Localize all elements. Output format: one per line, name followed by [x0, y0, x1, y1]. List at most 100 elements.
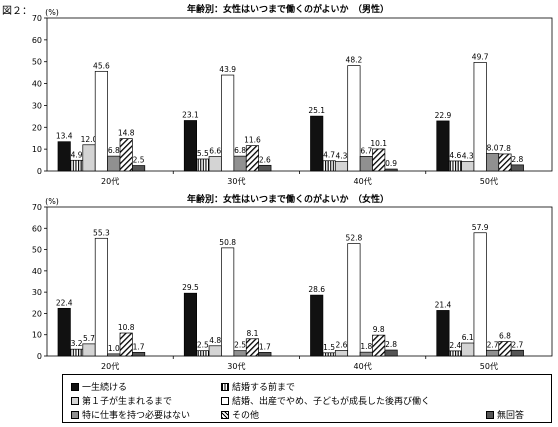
bar	[196, 350, 210, 357]
bar-value-label: 10.8	[118, 323, 135, 332]
bar	[132, 165, 146, 172]
bar	[334, 161, 349, 172]
bar-value-label: 8.1	[246, 329, 258, 338]
legend-swatch-dark-gray	[486, 410, 494, 419]
bar-value-label: 52.8	[346, 234, 363, 243]
bar	[245, 338, 259, 357]
legend-label: その他	[232, 411, 260, 421]
bar	[82, 343, 96, 357]
bar-value-label: 5.7	[83, 334, 95, 343]
bar-value-label: 1.7	[259, 342, 271, 351]
bar	[359, 156, 373, 172]
bar-value-label: 6.8	[108, 146, 120, 155]
bar-value-label: 48.2	[346, 56, 363, 65]
bar	[473, 232, 487, 357]
bar	[436, 120, 450, 172]
legend-swatch-vertical-lines	[221, 382, 229, 391]
x-category-label: 40代	[354, 176, 372, 186]
bar-value-label: 8.0	[487, 144, 499, 153]
bar	[258, 164, 272, 172]
bar-value-label: 23.1	[182, 111, 199, 120]
bar	[183, 120, 197, 172]
bar	[347, 243, 361, 357]
y-tick-label: 40	[32, 80, 42, 89]
chart-title: 年齢別：女性はいつまで働くのがよいか （男性）	[187, 3, 389, 15]
bar	[372, 334, 386, 357]
bar-value-label: 2.5	[234, 341, 246, 350]
bar	[384, 349, 398, 357]
bar	[436, 310, 450, 357]
bar	[372, 148, 386, 172]
bar	[94, 70, 108, 172]
y-tick-label: 60	[32, 36, 42, 45]
y-tick-label: 40	[32, 267, 42, 276]
bar-value-label: 6.7	[360, 146, 372, 155]
bar	[183, 292, 197, 357]
bar-value-label: 55.3	[93, 228, 110, 237]
bar	[196, 158, 210, 172]
y-tick-label: 10	[32, 145, 42, 154]
bar-value-label: 4.9	[71, 150, 83, 159]
legend-swatch-medium-gray	[71, 410, 79, 419]
bar-value-label: 4.6	[449, 151, 461, 160]
bar-value-label: 43.9	[219, 65, 236, 74]
bar-value-label: 1.8	[360, 342, 372, 351]
bar-value-label: 4.3	[336, 152, 348, 161]
bar-value-label: 5.5	[197, 149, 209, 158]
bar	[94, 237, 108, 357]
bar	[498, 153, 512, 172]
bar	[208, 345, 222, 357]
bar-value-label: 13.4	[56, 132, 73, 141]
bar-value-label: 45.6	[93, 61, 110, 70]
x-category-label: 30代	[227, 176, 245, 186]
y-tick-label: 70	[32, 14, 42, 23]
bar-value-label: 2.6	[336, 340, 348, 349]
y-tick-label: 30	[32, 288, 42, 297]
legend-swatch-solid-black	[71, 382, 79, 391]
bar-value-label: 25.1	[308, 106, 325, 115]
bar-value-label: 1.7	[133, 342, 145, 351]
bar-value-label: 2.5	[197, 341, 209, 350]
y-tick-label: 50	[32, 58, 42, 67]
legend-item-until-first-child: 第１子が生まれるまで	[71, 394, 172, 407]
legend-item-return-later: 結婚、出産でやめ、子どもが成長した後再び働く	[221, 394, 430, 407]
legend: 一生続ける 結婚する前まで 第１子が生まれるまで 結婚、出産でやめ、子どもが成長…	[62, 374, 552, 423]
bar-value-label: 6.1	[462, 333, 474, 342]
chart-title: 年齢別：女性はいつまで働くのがよいか （女性）	[187, 193, 389, 205]
x-category-label: 50代	[480, 176, 498, 186]
bar	[510, 164, 524, 172]
bar-value-label: 4.8	[209, 336, 221, 345]
bar-value-label: 1.0	[108, 344, 120, 353]
bar	[461, 342, 475, 357]
bar	[208, 156, 222, 172]
bar-value-label: 9.8	[373, 325, 385, 334]
legend-label: 無回答	[497, 411, 525, 421]
bar-value-label: 50.8	[219, 238, 236, 247]
bar-value-label: 11.6	[244, 136, 261, 145]
bar	[70, 348, 84, 357]
legend-swatch-diagonal-hatch	[221, 410, 229, 419]
y-tick-label: 20	[32, 123, 42, 132]
bar	[221, 247, 235, 357]
bar	[448, 160, 462, 172]
bar	[57, 307, 71, 357]
bar-value-label: 2.6	[259, 155, 271, 164]
legend-label: 結婚する前まで	[232, 383, 296, 393]
bar	[473, 62, 487, 172]
bar-value-label: 14.8	[118, 129, 135, 138]
bar-value-label: 7.8	[499, 144, 511, 153]
bar	[486, 153, 500, 172]
legend-item-lifelong: 一生続ける	[71, 380, 127, 393]
y-tick-label: 10	[32, 331, 42, 340]
bar-value-label: 22.9	[435, 111, 452, 120]
y-axis-unit-label: (%)	[45, 8, 59, 17]
bar	[384, 168, 398, 172]
bar-value-label: 6.6	[209, 147, 221, 156]
y-tick-label: 30	[32, 101, 42, 110]
bar	[461, 161, 475, 172]
bar-value-label: 4.7	[323, 151, 335, 160]
legend-label: 結婚、出産でやめ、子どもが成長した後再び働く	[232, 397, 431, 407]
bar-value-label: 2.8	[385, 340, 397, 349]
bar-value-label: 3.2	[71, 339, 83, 348]
y-tick-label: 50	[32, 246, 42, 255]
